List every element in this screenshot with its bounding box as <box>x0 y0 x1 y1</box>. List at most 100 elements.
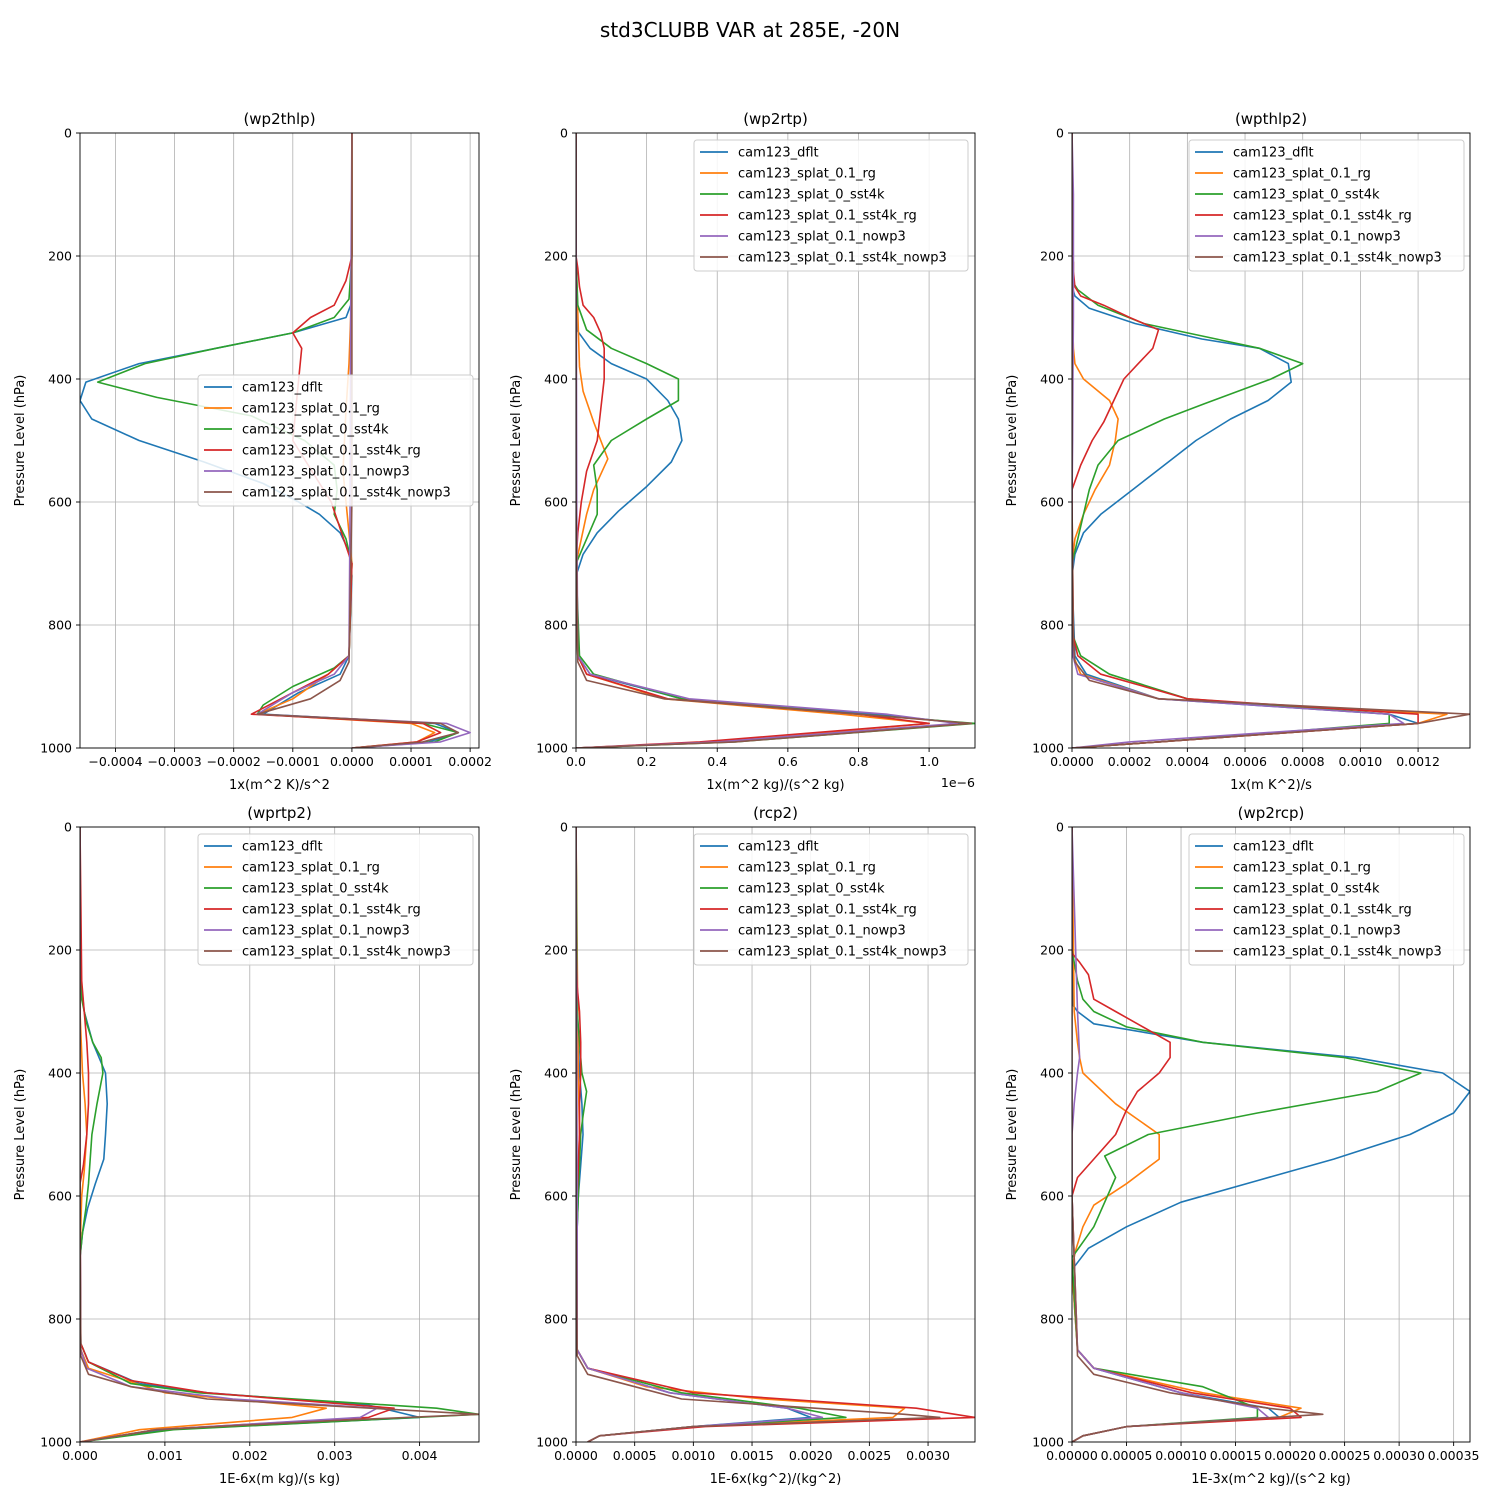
x-axis-label: 1x(m K^2)/s <box>1230 778 1312 793</box>
y-tick-label: 200 <box>544 249 568 264</box>
y-tick-label: 1000 <box>536 1435 568 1450</box>
panel-title: (wp2thlp) <box>243 110 315 128</box>
x-tick-label: 0.00015 <box>1210 1448 1262 1463</box>
legend-label: cam123_splat_0.1_rg <box>1233 167 1371 182</box>
y-tick-label: 600 <box>48 495 72 510</box>
legend-label: cam123_splat_0.1_rg <box>242 402 380 417</box>
legend: cam123_dflt cam123_splat_0.1_rg cam123_spl… <box>1188 833 1465 966</box>
y-tick-label: 0 <box>64 820 72 835</box>
y-tick-label: 1000 <box>1032 1435 1064 1450</box>
legend-label: cam123_dflt <box>738 840 819 855</box>
panel-title: (wpthlp2) <box>1235 110 1307 128</box>
y-tick-label: 800 <box>544 618 568 633</box>
legend-frame <box>197 374 474 507</box>
legend-label: cam123_splat_0.1_nowp3 <box>1233 230 1401 245</box>
legend: cam123_dflt cam123_splat_0.1_rg cam123_spl… <box>693 833 969 966</box>
x-tick-label: 0.0001 <box>389 754 433 769</box>
legend: cam123_dflt cam123_splat_0.1_rg cam123_spl… <box>197 833 474 966</box>
legend-label: cam123_splat_0.1_sst4k_rg <box>242 903 421 918</box>
series-lines <box>576 133 975 748</box>
y-tick-label: 800 <box>48 1312 72 1327</box>
legend-label: cam123_splat_0.1_rg <box>738 861 876 876</box>
x-tick-label: 0.0002 <box>448 754 492 769</box>
y-tick-label: 0 <box>64 126 72 141</box>
y-tick-label: 1000 <box>40 1435 72 1450</box>
y-tick-label: 600 <box>1040 1189 1064 1204</box>
legend-label: cam123_splat_0.1_rg <box>1233 861 1371 876</box>
x-tick-label: 0.4 <box>707 754 727 769</box>
legend-label: cam123_splat_0.1_sst4k_nowp3 <box>1233 251 1442 266</box>
x-tick-label: 0.00035 <box>1428 1448 1480 1463</box>
chart-panel: 0.0000 0.0005 0.0010 0.0015 0.0020 0.0025 0.00… <box>509 804 976 1487</box>
y-tick-label: 200 <box>48 943 72 958</box>
y-axis-label: Pressure Level (hPa) <box>1005 1069 1020 1201</box>
legend-label: cam123_splat_0_sst4k <box>242 882 389 897</box>
x-tick-label: 0.0006 <box>1223 754 1267 769</box>
panel-title: (rcp2) <box>753 804 798 822</box>
legend-label: cam123_splat_0.1_rg <box>738 167 876 182</box>
x-tick-label: 0.0000 <box>554 1448 598 1463</box>
legend-label: cam123_dflt <box>1233 146 1314 161</box>
chart-panel: 0.000 0.001 0.002 0.003 0.004 0 200 400 600 800 10… <box>13 804 480 1487</box>
axes-frame <box>1071 826 1471 1443</box>
legend: cam123_dflt cam123_splat_0.1_rg cam123_spl… <box>197 374 474 507</box>
x-tick-label: 0.003 <box>317 1448 353 1463</box>
legend-frame <box>693 139 969 272</box>
y-axis-label: Pressure Level (hPa) <box>1005 375 1020 507</box>
x-axis-label: 1E-6x(m kg)/(s kg) <box>219 1472 340 1487</box>
series-lines <box>1072 827 1470 1442</box>
x-tick-label: 0.0 <box>566 754 586 769</box>
x-tick-label: 0.0010 <box>1339 754 1383 769</box>
y-tick-label: 400 <box>1040 1066 1064 1081</box>
x-axis-label: 1E-3x(m^2 kg)/(s^2 kg) <box>1191 1472 1350 1487</box>
x-tick-label: 0.00000 <box>1046 1448 1098 1463</box>
chart-panel: 0.0000 0.0002 0.0004 0.0006 0.0008 0.0010 0.00… <box>1005 110 1471 793</box>
legend-label: cam123_splat_0_sst4k <box>738 882 885 897</box>
y-axis-label: Pressure Level (hPa) <box>509 375 524 507</box>
y-tick-label: 0 <box>560 126 568 141</box>
legend-frame <box>197 833 474 966</box>
panel-title: (wprtp2) <box>247 804 312 822</box>
x-tick-label: 0.6 <box>778 754 798 769</box>
legend-label: cam123_splat_0_sst4k <box>738 188 885 203</box>
series-line-3 <box>1072 133 1419 748</box>
y-tick-label: 800 <box>1040 1312 1064 1327</box>
legend-label: cam123_splat_0.1_nowp3 <box>738 230 906 245</box>
legend-label: cam123_dflt <box>242 381 323 396</box>
legend-label: cam123_dflt <box>242 840 323 855</box>
axes-frame <box>575 132 976 749</box>
panel-title: (wp2rcp) <box>1238 804 1305 822</box>
x-tick-label: 0.0025 <box>848 1448 892 1463</box>
y-tick-label: 600 <box>48 1189 72 1204</box>
x-tick-label: 0.00030 <box>1373 1448 1425 1463</box>
y-tick-label: 200 <box>48 249 72 264</box>
axes-frame <box>79 826 480 1443</box>
legend-label: cam123_dflt <box>738 146 819 161</box>
x-tick-label: −0.0001 <box>266 754 320 769</box>
y-tick-label: 0 <box>1056 126 1064 141</box>
legend-label: cam123_splat_0.1_sst4k_nowp3 <box>738 945 947 960</box>
legend-label: cam123_splat_0.1_nowp3 <box>1233 924 1401 939</box>
x-tick-label: 0.8 <box>849 754 869 769</box>
legend-label: cam123_splat_0.1_sst4k_nowp3 <box>738 251 947 266</box>
series-line-5 <box>1072 827 1324 1442</box>
series-line-3 <box>1072 827 1302 1442</box>
x-tick-label: 0.0004 <box>1165 754 1209 769</box>
x-tick-label: 0.0020 <box>789 1448 833 1463</box>
y-tick-label: 200 <box>1040 249 1064 264</box>
chart-panel: −0.0004 −0.0003 −0.0002 −0.0001 0.0000 0.0001… <box>13 110 492 793</box>
legend-frame <box>693 833 969 966</box>
x-axis-label: 1x(m^2 kg)/(s^2 kg) <box>706 778 844 793</box>
y-tick-label: 600 <box>544 1189 568 1204</box>
legend-label: cam123_splat_0_sst4k <box>1233 882 1380 897</box>
y-tick-label: 800 <box>48 618 72 633</box>
x-tick-label: 0.002 <box>232 1448 268 1463</box>
y-tick-label: 200 <box>544 943 568 958</box>
x-tick-label: 1.0 <box>919 754 939 769</box>
y-tick-label: 600 <box>544 495 568 510</box>
panel-title: (wp2rtp) <box>743 110 808 128</box>
legend-frame <box>1188 139 1465 272</box>
y-tick-label: 0 <box>560 820 568 835</box>
x-tick-label: 0.00010 <box>1155 1448 1207 1463</box>
